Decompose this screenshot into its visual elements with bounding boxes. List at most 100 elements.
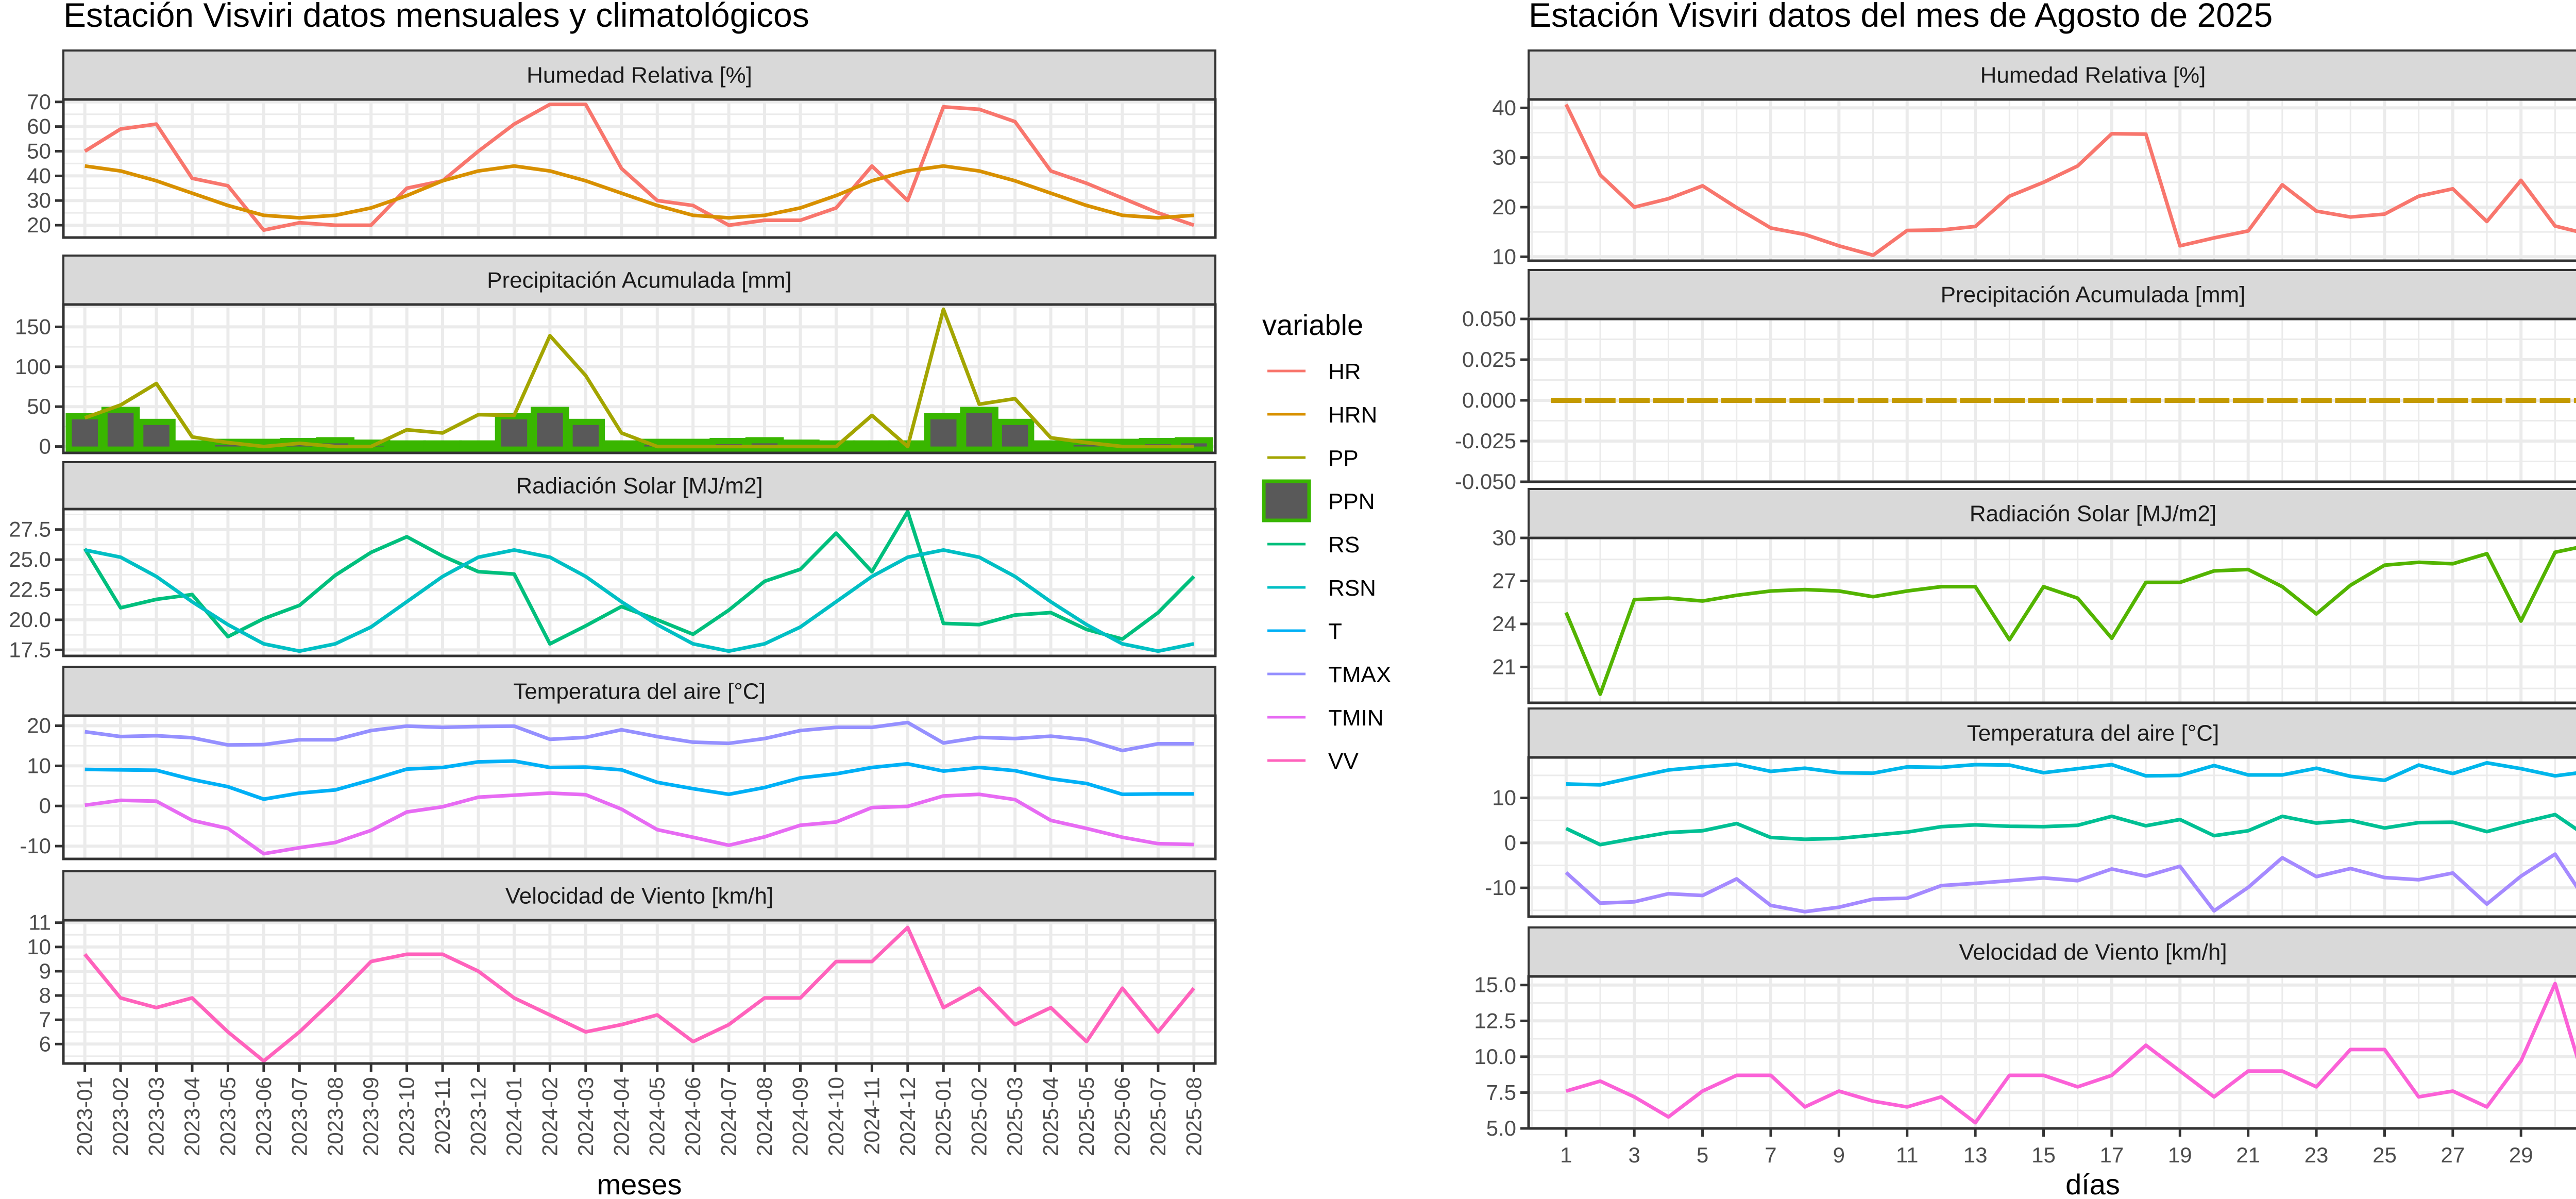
- x-tick-label: 2023-09: [359, 1077, 383, 1156]
- y-tick-label: 27: [1492, 568, 1516, 593]
- bar-PPN: [566, 418, 605, 453]
- x-tick-label: 2024-10: [824, 1077, 848, 1156]
- y-tick-label: 150: [15, 314, 51, 339]
- bar-PPN: [173, 440, 212, 453]
- x-tick-label: 2024-07: [717, 1077, 741, 1156]
- series-line-TMAX: [1566, 761, 2576, 787]
- legend-key-bar-PPN: [1262, 479, 1311, 522]
- y-tick-label: 6: [39, 1032, 51, 1056]
- y-tick-label: 40: [1492, 95, 1516, 120]
- x-tick-label: 2025-04: [1039, 1077, 1063, 1156]
- y-tick-label: 7.5: [1486, 1080, 1516, 1104]
- x-tick-label: 3: [1629, 1143, 1640, 1167]
- legend-item-RSN: RSN: [1267, 576, 1376, 601]
- y-tick-label: -0.025: [1455, 429, 1516, 453]
- facet-strip: [62, 255, 1216, 306]
- x-tick-label: 21: [2236, 1143, 2260, 1167]
- y-tick-label: 20: [27, 713, 51, 737]
- bar-PPN: [137, 418, 176, 453]
- y-tick-label: -0.050: [1455, 469, 1516, 494]
- legend-item-TMAX: TMAX: [1267, 662, 1391, 687]
- legend-title: variable: [1262, 309, 1363, 341]
- series-line-HR: [83, 103, 1195, 232]
- series-line-VV: [1565, 982, 2576, 1125]
- panel-border: [1527, 98, 2576, 262]
- x-tick-label: 2023-03: [144, 1077, 168, 1156]
- y-tick-label: 50: [27, 139, 51, 163]
- legend-item-PP: PP: [1267, 446, 1359, 471]
- x-tick-label: 2025-08: [1181, 1077, 1206, 1156]
- y-tick-label: 70: [27, 90, 51, 114]
- x-tick-label: 11: [1896, 1143, 1919, 1167]
- left-legend: variable HR HRN PP PPN RS RSN T TMAX TMIN VV: [1262, 309, 1391, 774]
- y-tick-label: 10.0: [1474, 1044, 1516, 1069]
- x-tick-label: 29: [2509, 1143, 2533, 1167]
- x-tick-label: 27: [2441, 1143, 2465, 1167]
- x-tick-label: 2023-04: [180, 1077, 204, 1156]
- y-tick-label: 8: [39, 983, 51, 1007]
- x-tick-label: 2024-11: [859, 1077, 884, 1155]
- bar-PPN: [101, 407, 140, 453]
- panel-border: [62, 714, 1217, 860]
- y-tick-label: 15.0: [1474, 973, 1516, 997]
- facet-strip-label: Velocidad de Viento [km/h]: [505, 884, 773, 909]
- panel-border: [62, 303, 1217, 454]
- panel-border: [62, 508, 1217, 657]
- bar-PPN: [65, 413, 104, 453]
- legend-label-HRN: HRN: [1328, 402, 1377, 428]
- legend-label-TMIN: TMIN: [1328, 705, 1384, 731]
- facet-strip: [62, 461, 1216, 510]
- legend-item-HR: HR: [1267, 359, 1361, 384]
- x-tick-label: 2023-12: [466, 1077, 490, 1156]
- bar-PPN: [1031, 440, 1070, 453]
- facet-strip: [62, 666, 1216, 717]
- series-line-PP: [84, 307, 1194, 449]
- facet-strip-label: Humedad Relativa [%]: [1980, 63, 2206, 88]
- x-tick-label: 2025-06: [1110, 1077, 1134, 1156]
- y-tick-label: 100: [15, 354, 51, 379]
- x-tick-label: 2023-06: [251, 1077, 276, 1156]
- facet-panel-3: Radiación Solar [MJ/m2] 21 24 27 30: [1492, 488, 2576, 704]
- facet-panel-4: Temperatura del aire [°C] -10 0 10 20: [20, 666, 1217, 860]
- panel-border: [62, 919, 1217, 1065]
- series-line-T: [1565, 813, 2576, 847]
- y-tick-label: -10: [20, 834, 51, 858]
- y-tick-label: 0.025: [1462, 347, 1516, 371]
- facet-panel-2: Precipitación Acumulada [mm] -0.050 -0.025…: [1455, 269, 2576, 494]
- bar-PPN: [960, 407, 998, 453]
- facet-strip-label: Velocidad de Viento [km/h]: [1959, 940, 2227, 965]
- x-tick-label: 2025-03: [1003, 1077, 1027, 1156]
- right-chart-daily: Humedad Relativa [%]10203040Precipitació…: [1455, 49, 2576, 1167]
- x-tick-label: 2023-11: [430, 1077, 454, 1155]
- y-tick-label: 30: [1492, 526, 1516, 550]
- x-tick-label: 2025-05: [1074, 1077, 1098, 1156]
- x-tick-label: 2023-02: [108, 1077, 132, 1156]
- x-tick-label: 19: [2168, 1143, 2192, 1167]
- x-tick-label: 2023-10: [395, 1077, 419, 1156]
- facet-strip: [1528, 707, 2576, 758]
- facet-strip-label: Temperatura del aire [°C]: [513, 679, 766, 704]
- facet-panel-3: Radiación Solar [MJ/m2] 17.5 20.0 22.5 25.0 2…: [9, 461, 1217, 662]
- facet-panel-5: Velocidad de Viento [km/h] 5.0 7.5 10.0 12.5…: [1474, 926, 2576, 1140]
- y-tick-label: 9: [39, 959, 51, 983]
- series-line-HR: [1564, 104, 2576, 257]
- bar-PPN: [995, 418, 1035, 453]
- y-tick-label: 50: [27, 394, 51, 418]
- x-tick-label: 2024-01: [502, 1077, 526, 1156]
- y-tick-label: 10: [27, 753, 51, 778]
- left-x-axis-title: meses: [597, 1168, 682, 1199]
- x-tick-label: 17: [2100, 1143, 2124, 1167]
- plot-background: [63, 920, 1215, 1063]
- x-tick-label: 2025-07: [1146, 1077, 1170, 1156]
- y-tick-label: 27.5: [9, 517, 51, 542]
- y-tick-label: 60: [27, 114, 51, 139]
- legend-label-RS: RS: [1328, 532, 1360, 558]
- bar-PPN: [531, 407, 569, 453]
- legend-label-HR: HR: [1328, 359, 1361, 384]
- y-tick-label: 20: [1492, 195, 1516, 219]
- y-tick-label: 40: [27, 163, 51, 188]
- x-tick-label: 2024-12: [895, 1077, 920, 1156]
- x-tick-label: 2024-04: [609, 1077, 633, 1156]
- legend-label-T: T: [1328, 619, 1342, 644]
- facet-panel-4: Temperatura del aire [°C] -10 0 10: [1485, 707, 2576, 918]
